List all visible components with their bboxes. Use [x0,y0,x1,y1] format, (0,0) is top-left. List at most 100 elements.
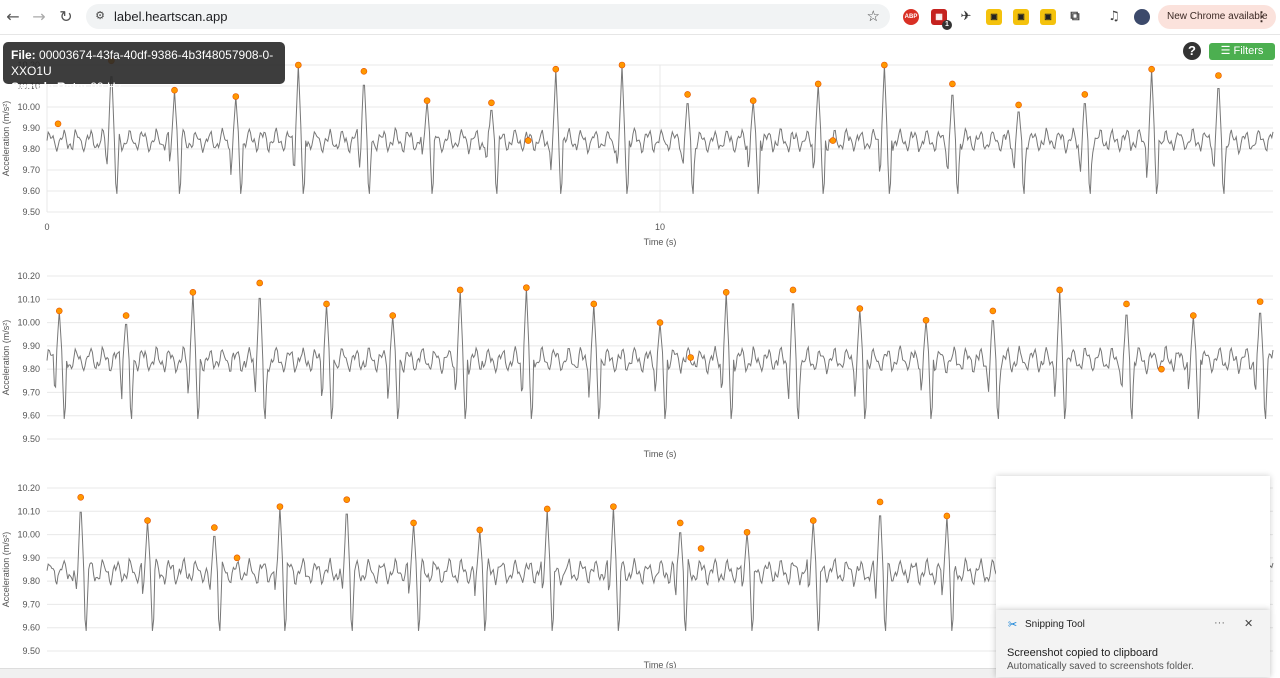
y-tick-label: 9.70 [22,387,40,397]
peak-marker [323,300,330,308]
y-tick-label: 9.50 [22,646,40,656]
peak-marker [610,503,617,510]
file-label: File: [11,48,36,62]
peak-marker [77,494,85,501]
notification-toast[interactable]: ✂ Snipping Tool ··· ✕ Screenshot copied … [996,610,1270,677]
peak-marker [456,286,464,294]
notification-body: Automatically saved to screenshots folde… [1007,661,1194,672]
peak-marker [343,496,351,503]
file-value: 00003674-43fa-40df-9386-4b3f48057908-0-X… [11,48,274,78]
notification-app-name: Snipping Tool [1025,619,1085,630]
forward-icon[interactable]: → [32,7,46,26]
close-icon[interactable]: ✕ [1244,617,1254,630]
menu-dots-icon[interactable]: ⋮ [1255,9,1268,24]
peak-marker [488,99,495,107]
peak-marker [829,137,837,144]
y-tick-label: 9.50 [22,434,40,444]
site-info-icon[interactable]: ⚙ [95,9,105,22]
extension-icon[interactable]: ▣ [1013,9,1029,25]
scrollbar[interactable] [0,668,996,678]
peak-marker [122,312,130,319]
peak-marker [295,61,302,69]
peak-marker [55,307,63,315]
chart-2: 9.50 9.60 9.70 9.80 9.90 10.00 10.10 10.20 Accel… [1,271,1274,459]
peak-marker [552,65,560,73]
media-icon[interactable]: ♫ [1108,9,1120,24]
peak-marker [989,307,997,315]
y-tick-label: 10.20 [17,271,40,281]
peak-marker [687,354,694,361]
y-tick-label: 9.50 [22,207,40,217]
more-options-icon[interactable]: ··· [1214,617,1225,629]
x-axis-title: Time (s) [644,237,677,247]
puzzle-icon[interactable]: ⧉ [1070,9,1080,24]
y-tick-label: 9.70 [22,165,40,175]
x-tick-label: 10 [655,222,665,232]
x-tick-label: 0 [44,222,49,232]
file-tooltip: File: 00003674-43fa-40df-9386-4b3f480579… [3,42,285,94]
peak-marker [1190,312,1197,319]
x-axis-title: Time (s) [644,449,677,459]
peak-marker [922,316,930,324]
y-tick-label: 10.10 [17,294,40,304]
peak-marker [543,505,551,513]
y-tick-label: 9.80 [22,364,40,374]
help-icon[interactable]: ? [1183,42,1201,60]
peak-marker [1148,65,1155,73]
y-axis-title: Acceleration (m/s²) [1,532,11,608]
bookmark-star-icon[interactable]: ☆ [866,7,880,25]
y-tick-label: 9.60 [22,623,40,633]
reload-icon[interactable]: ↻ [59,7,73,26]
notification-title: Screenshot copied to clipboard [1007,647,1159,659]
peak-marker [789,286,797,294]
peak-marker [189,288,197,296]
abp-icon[interactable]: ABP [903,9,919,25]
calendar-badge: 1 [942,20,952,30]
y-tick-label: 10.00 [17,530,40,540]
peak-marker [949,80,956,88]
peak-marker [360,68,368,75]
avatar[interactable] [1134,9,1150,25]
peak-marker [1081,91,1089,98]
peak-marker [276,503,284,510]
peak-marker [943,512,951,520]
peak-marker [171,86,178,94]
y-tick-label: 10.10 [17,506,40,516]
peak-marker [876,498,884,506]
y-tick-label: 10.20 [17,483,40,493]
peak-marker [389,312,397,319]
rate-value: 99 Hz [90,80,122,94]
signal-line [46,287,1274,419]
peak-marker [814,80,822,88]
calendar-icon[interactable]: ▦ 1 [931,9,952,30]
peak-marker [749,97,757,104]
y-tick-label: 9.80 [22,144,40,154]
plane-icon[interactable]: ✈ [960,9,972,24]
peak-marker [476,526,484,534]
peak-marker [1158,365,1165,373]
extension-icon[interactable]: ▣ [1040,9,1056,25]
peak-marker [1015,101,1022,109]
back-icon[interactable]: ← [6,7,20,26]
peak-marker [423,97,431,104]
notification-preview [996,476,1270,610]
new-chrome-button[interactable]: New Chrome available ⋮ [1158,5,1276,29]
peak-marker [523,284,530,291]
peak-marker [618,61,626,69]
y-tick-label: 9.70 [22,599,40,609]
peak-marker [54,120,62,128]
y-tick-label: 9.80 [22,576,40,586]
rate-label: Sample Rate: [11,80,88,94]
peak-marker [524,137,532,144]
y-tick-label: 9.90 [22,123,40,133]
address-bar[interactable]: ⚙ label.heartscan.app ☆ [86,4,890,29]
peak-marker [697,545,705,552]
peak-marker [656,319,664,326]
peak-marker [211,524,218,531]
filters-button[interactable]: ☰ Filters [1209,43,1275,60]
peak-marker [1215,72,1222,79]
extension-icon[interactable]: ▣ [986,9,1002,25]
y-tick-label: 9.60 [22,186,40,196]
peak-marker [144,517,151,524]
